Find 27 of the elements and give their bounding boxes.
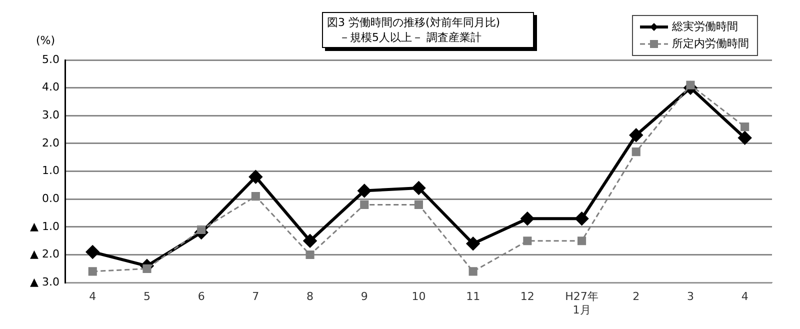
legend-label: 総実労働時間 — [671, 20, 738, 33]
chart-title: 図3 労働時間の推移(対前年同月比) — [327, 15, 502, 30]
x-tick-label: 10 — [412, 290, 426, 304]
x-tick-label: 2 — [632, 290, 640, 304]
x-tick-label: 8 — [306, 290, 314, 304]
y-tick-label: 4.0 — [42, 80, 60, 94]
y-tick-label: ▲ 3.0 — [30, 275, 60, 288]
y-tick-label: ▲ 2.0 — [30, 248, 60, 261]
x-tick-label: 12 — [520, 290, 534, 304]
x-tick-label: 11 — [466, 290, 480, 304]
x-tick-label: 3 — [686, 290, 694, 304]
y-tick-label: 5.0 — [42, 52, 60, 66]
y-tick-label: 2.0 — [42, 136, 60, 150]
x-tick-label: 4 — [89, 290, 96, 304]
x-tick-label: 5 — [143, 290, 150, 304]
x-tick-label: 4 — [741, 290, 748, 304]
x-tick-label: 9 — [360, 290, 368, 304]
y-tick-label: 3.0 — [42, 108, 60, 122]
y-tick-label: 1.0 — [42, 164, 60, 178]
chart-subtitle: －規模5人以上－ 調査産業計 — [338, 30, 482, 45]
y-tick-label: 0.0 — [42, 192, 60, 205]
x-tick-label: 6 — [198, 290, 205, 304]
x-tick-label: 7 — [252, 290, 260, 304]
y-axis-title: (%) — [36, 34, 56, 47]
legend-label: 所定内労働時間 — [672, 36, 749, 50]
y-tick-label: ▲ 1.0 — [30, 220, 60, 233]
x-tick-label: H27年 1月 — [565, 290, 598, 316]
